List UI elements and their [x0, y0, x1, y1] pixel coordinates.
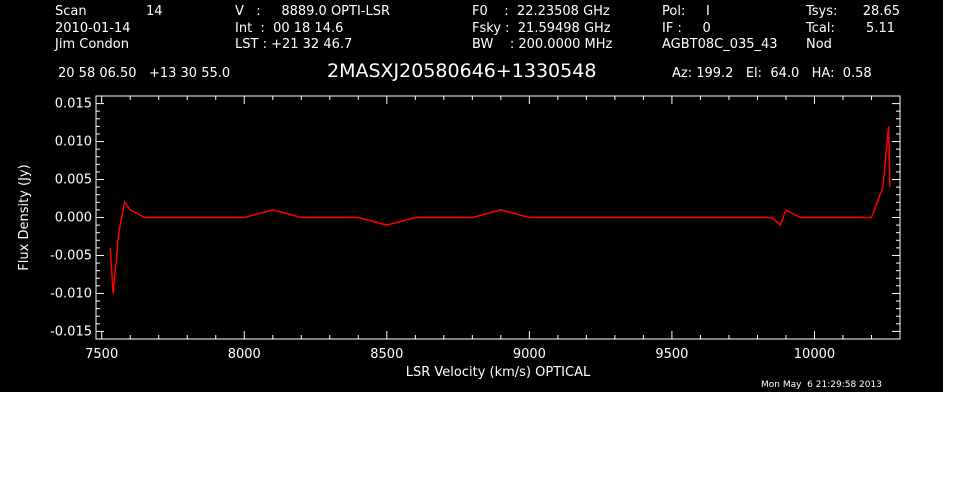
pointing-readout: Az: 199.2 El: 64.0 HA: 0.58 — [672, 66, 872, 81]
observer-name: Jim Condon — [55, 37, 129, 52]
if-readout: IF : 0 — [662, 21, 711, 36]
x-tick-label: 9500 — [655, 347, 688, 362]
x-tick-label: 7500 — [85, 347, 118, 362]
y-tick-label: -0.005 — [50, 248, 92, 263]
chart-axes: 7500 8000 8500 9000 9500 10000 -0.015 -0.010 -0.… — [17, 95, 901, 380]
y-tick-label: 0.005 — [55, 173, 92, 188]
source-coordinates: 20 58 06.50 +13 30 55.0 — [58, 66, 231, 81]
chart-series — [109, 126, 891, 294]
x-tick-label: 9000 — [513, 347, 546, 362]
integration-readout: Int : 00 18 14.6 — [235, 21, 344, 36]
observation-date: 2010-01-14 — [55, 21, 131, 36]
velocity-readout: V : 8889.0 OPTI-LSR — [235, 4, 391, 19]
y-tick-label: 0.000 — [55, 211, 92, 226]
y-tick-label: -0.010 — [50, 286, 92, 301]
x-axis-label: LSR Velocity (km/s) OPTICAL — [406, 365, 591, 380]
bandwidth-readout: BW : 200.0000 MHz — [472, 37, 613, 52]
tcal-label: Tcal: — [806, 21, 835, 36]
tsys-label: Tsys: — [806, 4, 838, 19]
x-tick-label: 10000 — [794, 347, 835, 362]
tsys-value: 28.65 — [862, 4, 900, 19]
y-tick-label: 0.015 — [55, 97, 92, 112]
lst-readout: LST : +21 32 46.7 — [235, 37, 353, 52]
scan-label: Scan — [55, 4, 87, 19]
x-tick-label: 8500 — [370, 347, 403, 362]
fsky-readout: Fsky : 21.59498 GHz — [472, 21, 611, 36]
scan-value: 14 — [146, 4, 163, 19]
polarization-readout: Pol: I — [662, 4, 710, 19]
observing-mode: Nod — [806, 37, 832, 52]
project-id: AGBT08C_035_43 — [662, 37, 778, 52]
x-tick-label: 8000 — [228, 347, 261, 362]
y-axis-label: Flux Density (Jy) — [17, 164, 32, 270]
plot-timestamp: Mon May 6 21:29:58 2013 — [761, 380, 882, 390]
y-tick-label: -0.015 — [50, 324, 92, 339]
spectrum-chart: 7500 8000 8500 9000 9500 10000 -0.015 -0.010 -0.… — [17, 95, 901, 380]
y-tick-label: 0.010 — [55, 135, 92, 150]
f0-readout: F0 : 22.23508 GHz — [472, 4, 610, 19]
plot-panel: Scan 14 2010-01-14 Jim Condon V : 8889.0… — [0, 0, 943, 392]
source-name: 2MASXJ20580646+1330548 — [327, 60, 597, 82]
series-line — [109, 126, 891, 294]
tcal-value: 5.11 — [866, 21, 895, 36]
